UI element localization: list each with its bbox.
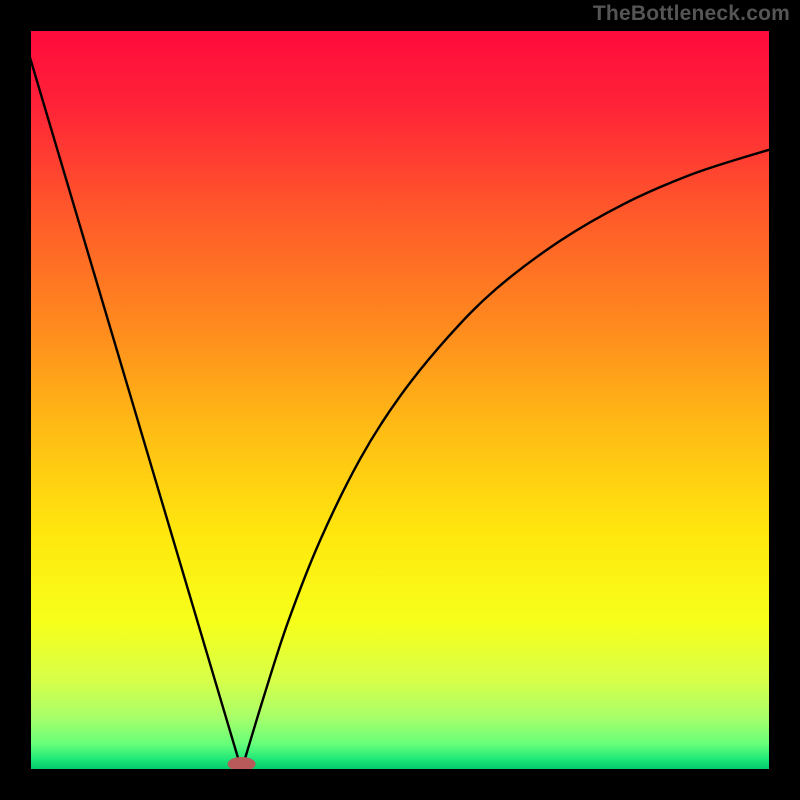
optimal-point-marker [228,757,256,771]
bottleneck-curve-chart [0,0,800,800]
watermark-text: TheBottleneck.com [593,2,790,26]
chart-container: TheBottleneck.com [0,0,800,800]
plot-background [30,30,770,770]
